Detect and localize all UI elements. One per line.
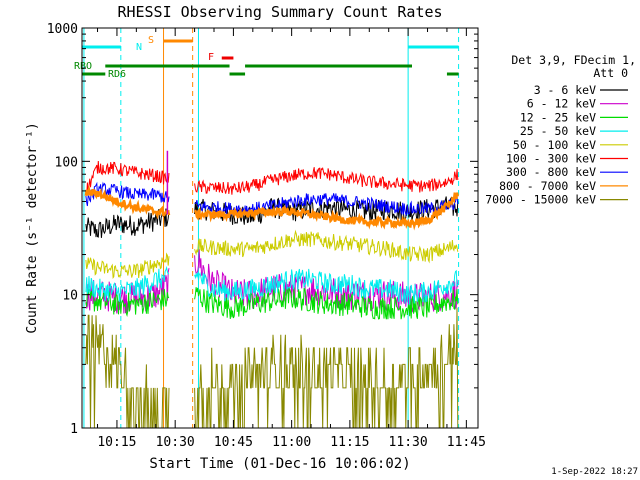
legend-label: 50 - 100 keV: [513, 138, 596, 152]
series-line-0-0: [85, 208, 170, 238]
y-axis-label: Count Rate (s⁻¹ detector⁻¹): [25, 122, 40, 333]
legend-label: 100 - 300 keV: [506, 152, 596, 166]
flag-label-rbo: RBO: [74, 61, 92, 72]
plot-area-frame: [81, 27, 479, 429]
series-line-7-0: [84, 184, 171, 220]
series-line-7-1: [194, 192, 460, 231]
series-line-5-0: [85, 160, 170, 196]
x-tick-label: 11:15: [330, 435, 369, 450]
y-tick-label: 10: [62, 289, 78, 304]
series-lines: [84, 150, 460, 429]
legend-label: 7000 - 15000 keV: [485, 193, 596, 207]
flag-label-n: N: [136, 42, 142, 53]
y-tick-label: 100: [55, 155, 78, 170]
x-tick-label: 11:00: [272, 435, 311, 450]
chart-title: RHESSI Observing Summary Count Rates: [117, 3, 442, 21]
series-line-4-0: [85, 252, 170, 279]
series-line-6-1: [194, 193, 459, 217]
flag-label-f: F: [208, 52, 214, 63]
flag-label-s: S: [148, 35, 154, 46]
series-line-0-1: [194, 196, 459, 225]
vertical-markers: [83, 28, 460, 428]
x-tick-label: 11:45: [447, 435, 486, 450]
series-line-5-1: [194, 167, 459, 195]
legend-header-line-2: Att 0: [593, 66, 628, 80]
x-tick-label: 10:30: [156, 435, 195, 450]
x-tick-label: 10:15: [97, 435, 136, 450]
legend-label: 3 - 6 keV: [534, 83, 596, 97]
x-axis-label: Start Time (01-Dec-16 10:06:02): [149, 456, 410, 472]
x-axis: 10:15 10:30 10:45 11:00 11:15 11:30 11:45: [97, 28, 486, 450]
legend-label: 6 - 12 keV: [527, 97, 596, 111]
y-tick-label: 1: [70, 422, 78, 437]
series-line-4-1: [194, 229, 459, 264]
series-line-6-0: [85, 181, 170, 207]
x-tick-label: 11:30: [389, 435, 428, 450]
flag-bars: NS F RBO RD6: [74, 35, 459, 80]
series-line-3-1: [194, 268, 459, 305]
x-tick-label: 10:45: [214, 435, 253, 450]
footer-timestamp: 1-Sep-2022 18:27: [551, 467, 638, 477]
flag-label-rd6: RD6: [108, 69, 126, 80]
legend-label: 300 - 800 keV: [506, 165, 596, 179]
y-tick-label: 1000: [47, 22, 78, 37]
series-line-2-0: [85, 288, 170, 318]
series-line-8-0: [85, 314, 170, 429]
y-axis: 1 10 100 1000: [47, 22, 478, 437]
legend-label: 25 - 50 keV: [520, 124, 596, 138]
legend-header-line-1: Det 3,9, FDecim 1,: [511, 53, 636, 67]
legend-label: 12 - 25 keV: [520, 110, 596, 124]
series-line-3-0: [85, 265, 170, 302]
legend-label: 800 - 7000 keV: [499, 179, 596, 193]
series-line-2-1: [194, 286, 459, 320]
